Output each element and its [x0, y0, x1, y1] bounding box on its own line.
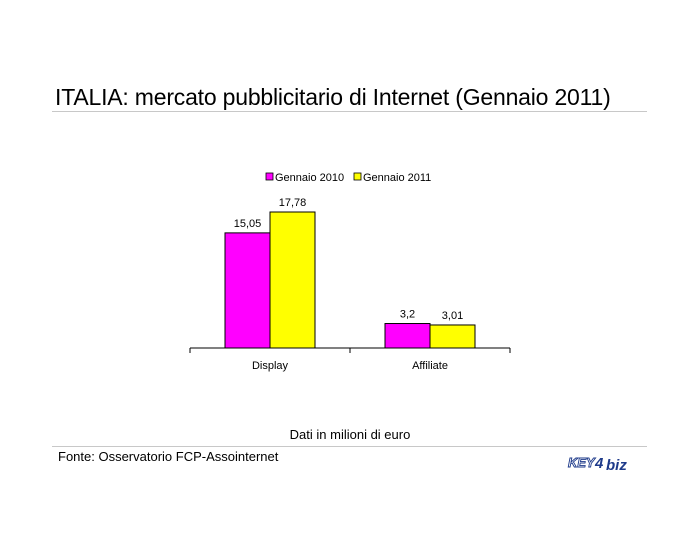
footer-divider — [52, 446, 647, 447]
svg-text:KEY: KEY — [568, 455, 596, 470]
bar — [269, 211, 316, 349]
bar-value-label: 3,01 — [442, 310, 463, 322]
bar-value-label: 15,05 — [234, 218, 262, 230]
title-divider — [52, 111, 647, 112]
chart-legend: Gennaio 2010 Gennaio 2011 — [265, 172, 431, 184]
svg-text:4: 4 — [594, 455, 604, 472]
units-note: Dati in milioni di euro — [289, 427, 411, 442]
bar-value-label: 17,78 — [279, 197, 307, 209]
source-note: Fonte: Osservatorio FCP-Assointernet — [58, 449, 279, 464]
page-title: ITALIA: mercato pubblicitario di Interne… — [55, 84, 611, 110]
bar — [224, 232, 271, 349]
bar — [429, 324, 476, 349]
x-category-label: Display — [252, 360, 289, 372]
svg-text:biz: biz — [606, 457, 627, 474]
bar — [384, 323, 431, 349]
key4biz-logo: KEY 4 biz — [568, 455, 628, 474]
bar-value-label: 3,2 — [400, 309, 415, 321]
legend-label: Gennaio 2010 — [275, 172, 344, 184]
x-category-label: Affiliate — [412, 360, 448, 372]
legend-swatch — [265, 172, 274, 181]
bar-chart: Gennaio 2010 Gennaio 2011 15,05 17,78 Displa… — [189, 172, 511, 372]
legend-swatch — [353, 172, 362, 181]
legend-label: Gennaio 2011 — [363, 172, 431, 184]
